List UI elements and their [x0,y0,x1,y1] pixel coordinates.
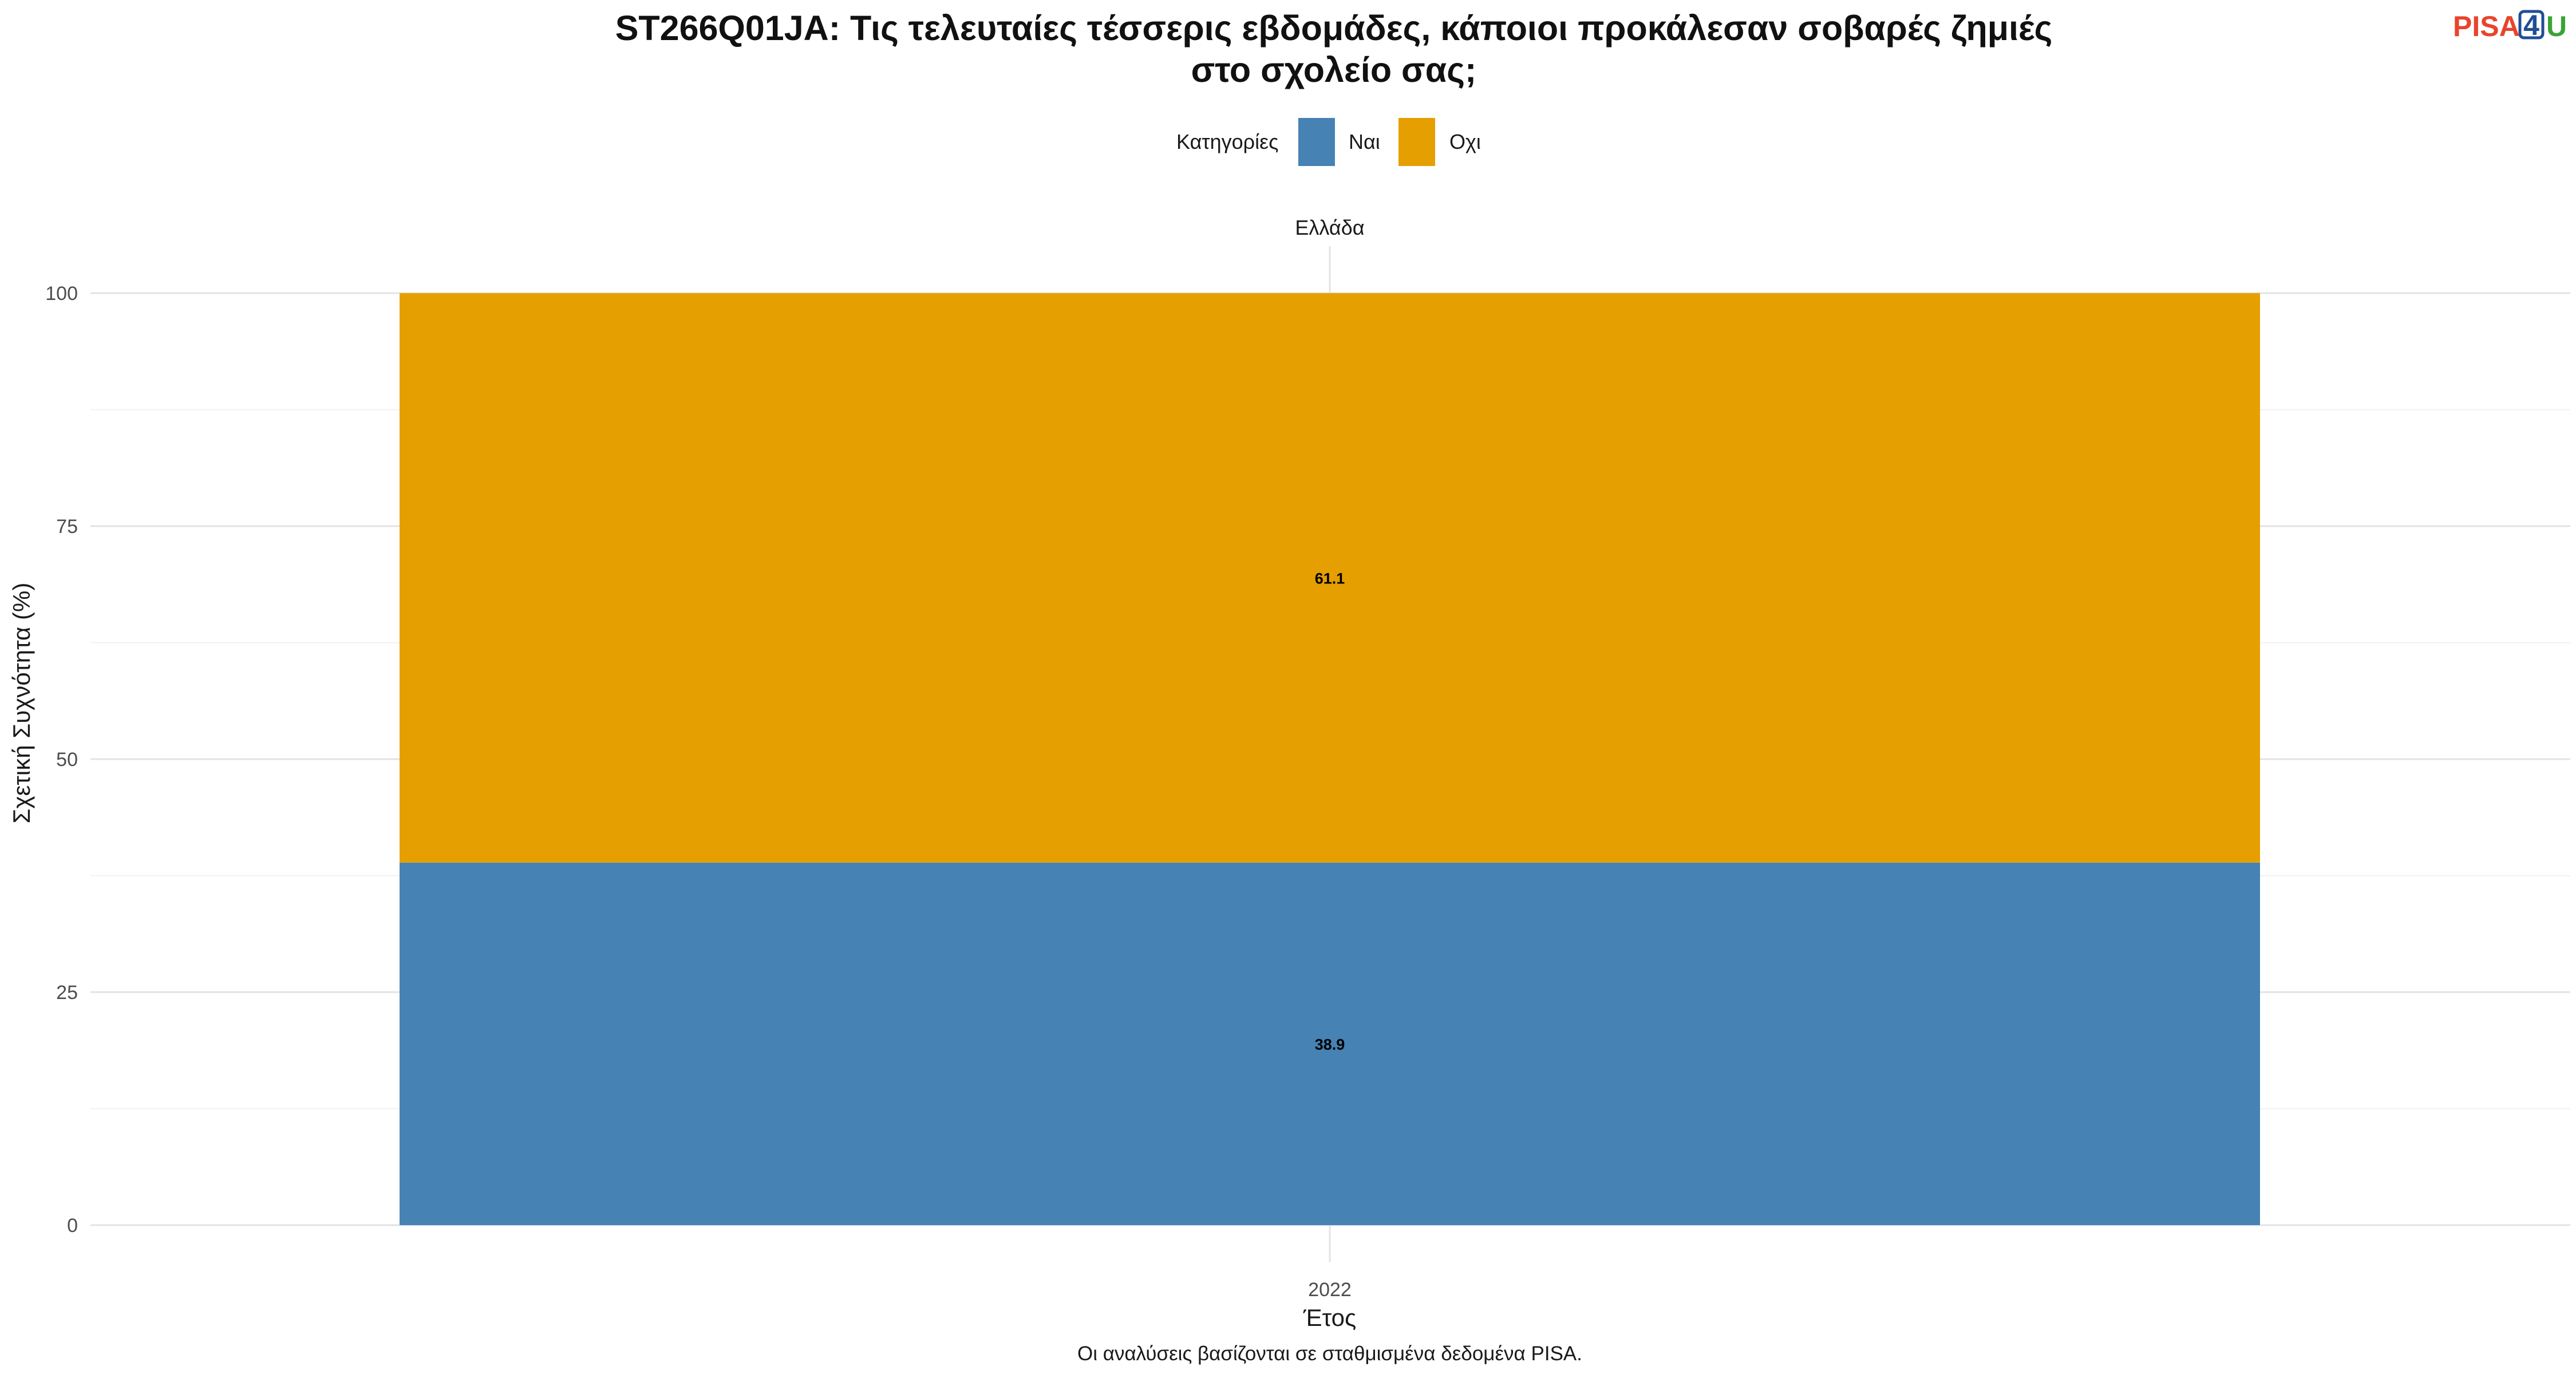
x-tick-label: 2022 [1308,1279,1352,1301]
bar-segment-ochi [400,293,2260,863]
legend-title: Κατηγορίες [1176,130,1279,153]
facet-strip-label: Ελλάδα [1295,216,1364,239]
legend-swatch-ochi [1398,118,1435,166]
legend-label-ochi: Οχι [1449,130,1481,153]
data-label-ochi: 61.1 [1315,570,1345,587]
data-label-nai: 38.9 [1315,1036,1345,1053]
y-axis-title: Σχετική Συχνότητα (%) [8,583,35,824]
y-axis-ticks: 0 25 50 75 100 [45,283,78,1237]
legend-swatch-nai [1298,118,1335,166]
y-tick-label: 100 [45,283,78,305]
pisa4u-logo: PISA 4 U [2453,9,2567,42]
chart-title-line2: στο σχολείο σας; [1191,50,1477,89]
x-axis-title: Έτος [1303,1304,1357,1331]
logo-text-u: U [2546,10,2567,42]
x-axis-ticks: 2022 [1308,1279,1352,1301]
logo-text-4: 4 [2523,9,2539,41]
logo-text-pisa: PISA [2453,10,2520,42]
value-labels: 38.9 61.1 [1315,570,1345,1053]
bar-segment-nai [400,862,2260,1225]
y-tick-label: 0 [67,1215,78,1237]
bars [400,293,2260,1225]
legend-label-nai: Ναι [1349,130,1380,153]
logo-box [2518,10,2545,40]
legend: Κατηγορίες Ναι Οχι [1176,118,1481,166]
chart-title: ST266Q01JA: Τις τελευταίες τέσσερις εβδο… [615,9,2053,48]
chart-caption: Οι αναλύσεις βασίζονται σε σταθμισμένα δ… [1077,1343,1582,1365]
y-tick-label: 75 [56,516,78,538]
y-tick-label: 50 [56,749,78,771]
y-tick-label: 25 [56,982,78,1004]
